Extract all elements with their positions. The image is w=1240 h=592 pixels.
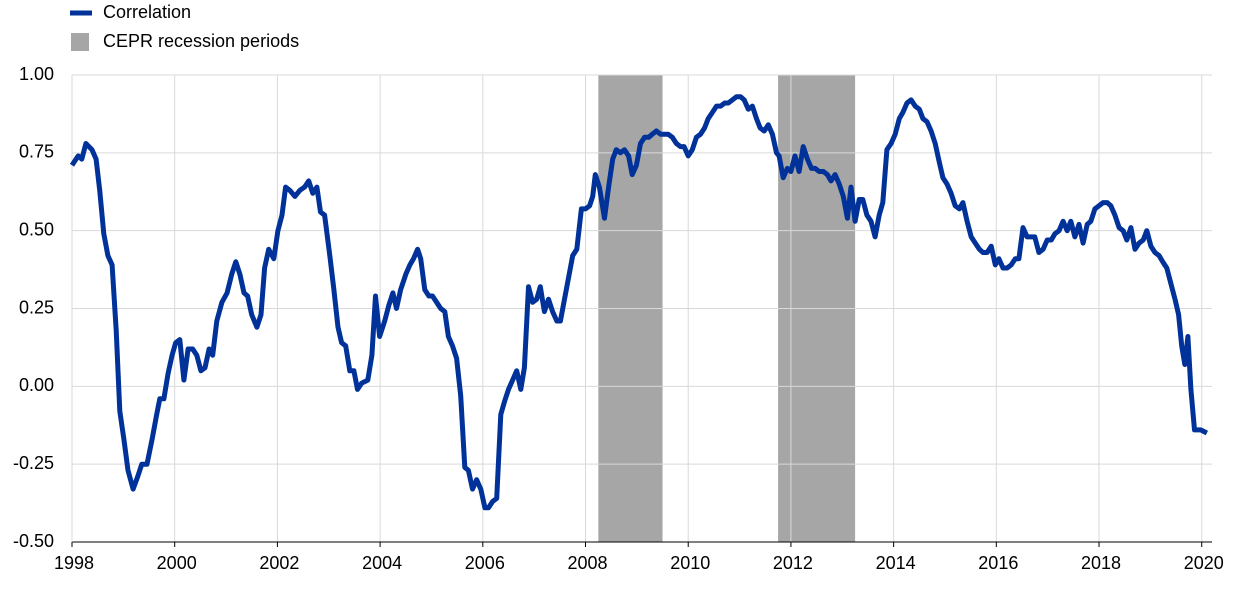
x-tick-label: 2018	[1081, 553, 1121, 573]
y-tick-label: -0.25	[13, 453, 54, 473]
y-tick-label: 0.00	[19, 375, 54, 395]
x-tick-label: 2016	[978, 553, 1018, 573]
y-tick-label: 0.25	[19, 297, 54, 317]
legend: Correlation CEPR recession periods	[103, 2, 299, 51]
x-tick-label: 2008	[567, 553, 607, 573]
y-tick-label: 1.00	[19, 64, 54, 84]
x-tick-label: 2012	[773, 553, 813, 573]
x-tick-label: 1998	[54, 553, 94, 573]
y-tick-label: 0.75	[19, 142, 54, 162]
y-tick-label: -0.50	[13, 531, 54, 551]
x-tick-label: 2004	[362, 553, 402, 573]
x-tick-label: 2020	[1184, 553, 1224, 573]
x-tick-label: 2000	[157, 553, 197, 573]
x-tick-label: 2010	[670, 553, 710, 573]
y-tick-label: 0.50	[19, 219, 54, 239]
legend-label: CEPR recession periods	[103, 31, 299, 51]
x-tick-label: 2006	[465, 553, 505, 573]
legend-swatch	[71, 33, 89, 51]
x-tick-label: 2014	[876, 553, 916, 573]
legend-label: Correlation	[103, 2, 191, 22]
x-tick-label: 2002	[259, 553, 299, 573]
data-line	[69, 94, 1209, 511]
